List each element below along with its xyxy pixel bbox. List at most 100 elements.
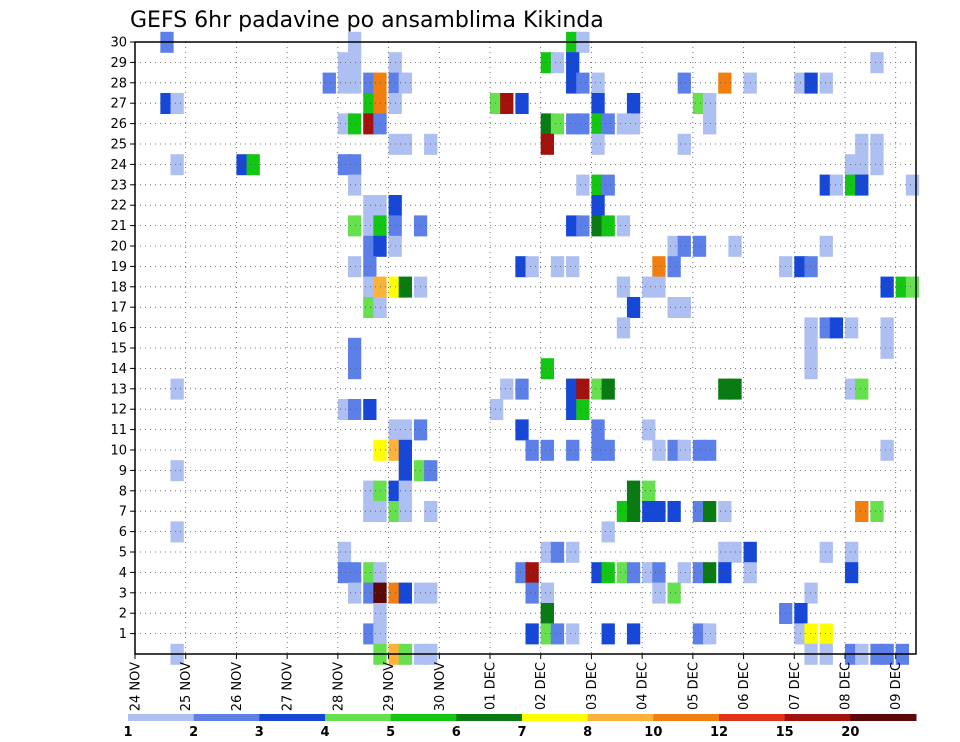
y-tick-label: 18 (110, 280, 127, 295)
heatmap-cell (576, 378, 590, 400)
heatmap-cell (566, 215, 580, 237)
x-tick-label: 25 NOV (179, 662, 194, 711)
heatmap-cell (566, 623, 580, 645)
heatmap-cell (540, 52, 554, 74)
y-tick-label: 21 (110, 219, 127, 234)
heatmap-cell (652, 439, 666, 461)
heatmap-cell (870, 501, 884, 522)
heatmap-cell (652, 501, 666, 522)
heatmap-cell (170, 154, 184, 176)
heatmap-cell (870, 133, 884, 155)
colorbar-segment (259, 714, 326, 721)
y-tick-label: 7 (119, 505, 127, 520)
heatmap-cell (337, 113, 352, 135)
heatmap-cell (905, 174, 920, 196)
heatmap-cell (667, 582, 681, 604)
heatmap-cell (718, 562, 732, 584)
colorbar-label: 7 (517, 725, 526, 740)
heatmap-cell (677, 297, 691, 318)
heatmap-cell (642, 276, 656, 298)
heatmap-cell (236, 154, 250, 176)
colorbar-segment (325, 714, 392, 721)
colorbar-segment (456, 714, 523, 721)
heatmap-cell (337, 399, 352, 420)
heatmap-cell (348, 562, 362, 584)
y-tick-label: 10 (110, 444, 127, 459)
heatmap-cell (880, 439, 894, 461)
heatmap-cell (626, 480, 641, 502)
y-tick-label: 19 (110, 260, 127, 275)
heatmap-cell (880, 317, 894, 339)
heatmap-cell (804, 582, 818, 604)
colorbar-label: 1 (123, 725, 132, 740)
heatmap-cell (500, 93, 514, 114)
heatmap-cell (667, 501, 681, 522)
heatmap-cell (626, 297, 641, 318)
y-tick-label: 9 (119, 464, 127, 479)
y-tick-label: 25 (110, 138, 127, 153)
heatmap-cell (540, 439, 554, 461)
heatmap-cell (880, 337, 894, 359)
heatmap-cell (591, 439, 605, 461)
heatmap-cell (348, 174, 362, 196)
heatmap-cell (490, 93, 504, 114)
y-tick-label: 29 (110, 56, 127, 71)
y-tick-label: 28 (110, 76, 127, 91)
y-tick-label: 4 (119, 566, 127, 581)
heatmap-cell (692, 501, 707, 522)
heatmap-cell (819, 541, 833, 563)
heatmap-cell (576, 72, 590, 94)
heatmap-cell (870, 154, 884, 176)
heatmap-cell (703, 623, 717, 645)
heatmap-cell (692, 439, 707, 461)
y-tick-label: 12 (110, 403, 127, 418)
heatmap-cell (170, 521, 184, 543)
heatmap-cell (652, 562, 666, 584)
heatmap-cell (337, 52, 352, 74)
heatmap-cell (819, 72, 833, 94)
heatmap-cell (170, 460, 184, 482)
x-tick-label: 03 DEC (585, 662, 600, 710)
heatmap-cell (363, 113, 377, 135)
heatmap-cell (703, 113, 717, 135)
y-tick-label: 23 (110, 178, 127, 193)
heatmap-cell (677, 562, 691, 584)
heatmap-cell (626, 562, 641, 584)
colorbar: 1 2 3 4 5 6 7 8 10 12 15 20 (123, 714, 917, 740)
heatmap-cell (363, 501, 377, 522)
y-tick-label: 3 (119, 586, 127, 601)
heatmap-cell (703, 93, 717, 114)
heatmap-cell (550, 541, 565, 563)
heatmap-cell (540, 582, 554, 604)
heatmap-cell (591, 562, 605, 584)
heatmap-cell (642, 480, 656, 502)
heatmap-cell (845, 378, 859, 400)
heatmap-cell (855, 154, 869, 176)
heatmap-cell (591, 378, 605, 400)
heatmap-cell (550, 256, 565, 278)
x-tick-label: 24 NOV (129, 662, 144, 711)
heatmap-cell (601, 562, 615, 584)
y-tick-label: 15 (110, 342, 127, 357)
heatmap-cell (855, 174, 869, 196)
heatmap-cell (363, 623, 377, 645)
heatmap-cell (616, 113, 631, 135)
heatmap-cell (363, 93, 377, 114)
y-tick-label: 13 (110, 382, 127, 397)
heatmap-cell (616, 317, 631, 339)
heatmap-cell (601, 378, 615, 400)
colorbar-label: 5 (386, 725, 395, 740)
colorbar-segment (784, 714, 851, 721)
colorbar-label: 3 (255, 725, 264, 740)
heatmap-cell (515, 378, 529, 400)
heatmap-cell (895, 276, 909, 298)
heatmap-cell (566, 399, 580, 420)
heatmap-cell (540, 113, 554, 135)
heatmap-cell (591, 195, 605, 216)
heatmap-cell (626, 501, 641, 522)
heatmap-cell (337, 154, 352, 176)
heatmap-cell (703, 562, 717, 584)
heatmap-cell (677, 133, 691, 155)
heatmap-cell (804, 358, 818, 380)
